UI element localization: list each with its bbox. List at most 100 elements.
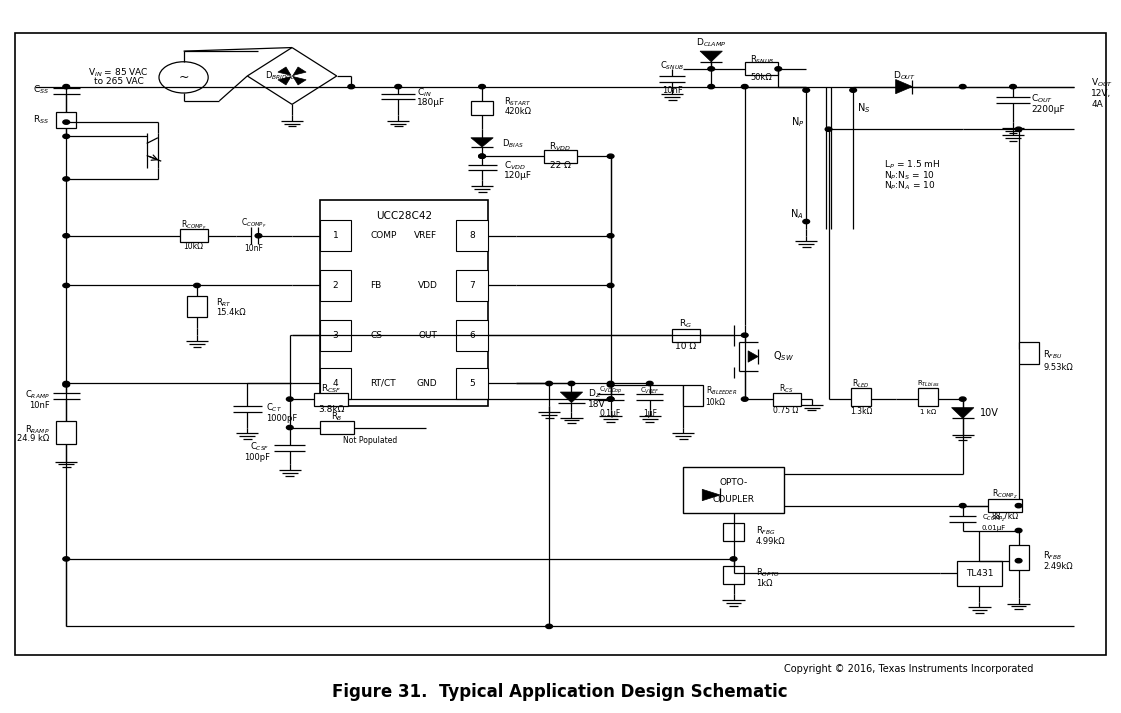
- Circle shape: [803, 88, 809, 92]
- Text: C$_{RAMP}$: C$_{RAMP}$: [25, 389, 49, 401]
- Text: 10 Ω: 10 Ω: [675, 342, 696, 351]
- Text: R$_{FBB}$: R$_{FBB}$: [1044, 549, 1063, 562]
- Text: 2: 2: [333, 281, 339, 290]
- Text: 180μF: 180μF: [417, 98, 445, 107]
- Circle shape: [256, 234, 262, 238]
- Text: VREF: VREF: [415, 231, 437, 240]
- Circle shape: [741, 84, 748, 88]
- Text: 0.01μF: 0.01μF: [982, 525, 1006, 531]
- Polygon shape: [293, 76, 306, 85]
- Text: D$_Z$: D$_Z$: [589, 388, 602, 401]
- Bar: [15, 34, 1105, 655]
- Text: 3.8kΩ: 3.8kΩ: [318, 405, 344, 414]
- Text: 22 Ω: 22 Ω: [550, 161, 571, 170]
- Circle shape: [960, 397, 966, 401]
- Text: 2.49kΩ: 2.49kΩ: [1044, 562, 1073, 570]
- Circle shape: [63, 134, 70, 138]
- Polygon shape: [700, 51, 722, 62]
- Circle shape: [1016, 528, 1022, 533]
- Text: 12V,: 12V,: [1091, 89, 1112, 98]
- Circle shape: [608, 397, 614, 401]
- Text: 88.7kΩ: 88.7kΩ: [992, 512, 1019, 520]
- Text: TL431: TL431: [965, 569, 993, 578]
- Text: OPTO-: OPTO-: [720, 478, 748, 487]
- Text: 15.4kΩ: 15.4kΩ: [216, 308, 245, 317]
- Circle shape: [479, 154, 485, 158]
- Bar: [56, 112, 76, 128]
- Text: R$_G$: R$_G$: [679, 317, 692, 330]
- Text: 10nF: 10nF: [661, 86, 683, 96]
- Polygon shape: [471, 138, 493, 147]
- Circle shape: [479, 154, 485, 158]
- Circle shape: [775, 67, 781, 71]
- Bar: [471, 101, 493, 115]
- Text: R$_{OPTO}$: R$_{OPTO}$: [756, 567, 780, 580]
- Bar: [187, 296, 207, 317]
- Text: 7: 7: [469, 281, 475, 290]
- Circle shape: [63, 84, 70, 88]
- Text: 10kΩ: 10kΩ: [184, 242, 204, 251]
- Text: 10kΩ: 10kΩ: [705, 398, 725, 407]
- Text: 6: 6: [469, 331, 475, 339]
- Text: 4A: 4A: [1091, 100, 1103, 109]
- Bar: [723, 523, 743, 541]
- Text: 10V: 10V: [980, 409, 999, 419]
- Circle shape: [730, 557, 736, 561]
- Text: C$_{VDDop}$: C$_{VDDop}$: [599, 385, 622, 396]
- Text: CS: CS: [370, 331, 382, 339]
- Circle shape: [194, 283, 201, 287]
- Text: L$_P$ = 1.5 mH: L$_P$ = 1.5 mH: [884, 158, 941, 171]
- Polygon shape: [702, 489, 720, 501]
- Text: 4: 4: [333, 379, 339, 388]
- Polygon shape: [278, 67, 291, 76]
- Circle shape: [63, 177, 70, 181]
- Circle shape: [479, 84, 485, 88]
- Circle shape: [546, 381, 553, 386]
- Bar: [319, 368, 351, 399]
- Text: V$_{OUT}$: V$_{OUT}$: [1091, 77, 1113, 89]
- Text: 1 kΩ: 1 kΩ: [920, 409, 936, 415]
- Circle shape: [287, 397, 293, 401]
- Circle shape: [63, 234, 70, 238]
- Text: Copyright © 2016, Texas Instruments Incorporated: Copyright © 2016, Texas Instruments Inco…: [784, 664, 1034, 674]
- Bar: [456, 368, 488, 399]
- Text: OUT: OUT: [418, 331, 437, 339]
- Circle shape: [803, 220, 809, 224]
- Text: N$_P$:N$_A$ = 10: N$_P$:N$_A$ = 10: [884, 180, 936, 193]
- Text: 24.9 kΩ: 24.9 kΩ: [17, 434, 49, 443]
- Text: V$_{IN}$ = 85 VAC: V$_{IN}$ = 85 VAC: [89, 66, 149, 78]
- Text: 10nF: 10nF: [29, 401, 49, 410]
- Bar: [319, 421, 353, 434]
- Circle shape: [825, 127, 832, 131]
- Bar: [456, 270, 488, 301]
- Polygon shape: [748, 351, 758, 362]
- Text: C$_{VDD}$: C$_{VDD}$: [504, 160, 527, 173]
- Text: 0.75 Ω: 0.75 Ω: [773, 406, 799, 415]
- Text: FB: FB: [370, 281, 381, 290]
- Text: R$_{RAMP}$: R$_{RAMP}$: [25, 423, 49, 436]
- Circle shape: [647, 381, 654, 386]
- Polygon shape: [560, 392, 583, 403]
- Text: C$_{VREF}$: C$_{VREF}$: [640, 386, 659, 396]
- Circle shape: [608, 383, 614, 387]
- Text: 10nF: 10nF: [244, 244, 263, 253]
- Text: ~: ~: [178, 71, 188, 84]
- Text: R$_{CS}$: R$_{CS}$: [779, 382, 794, 395]
- Circle shape: [960, 84, 966, 88]
- Circle shape: [568, 381, 575, 386]
- Circle shape: [546, 625, 553, 629]
- Text: N$_A$: N$_A$: [790, 207, 804, 221]
- Bar: [918, 388, 938, 406]
- Bar: [180, 230, 209, 242]
- Text: COUPLER: COUPLER: [713, 496, 754, 504]
- Text: 2200μF: 2200μF: [1031, 105, 1065, 114]
- Text: 8: 8: [469, 231, 475, 240]
- Text: Q$_{SW}$: Q$_{SW}$: [772, 349, 794, 364]
- Circle shape: [741, 333, 748, 337]
- Bar: [684, 466, 784, 513]
- Text: C$_{IN}$: C$_{IN}$: [417, 86, 432, 98]
- Bar: [851, 388, 871, 406]
- Text: R$_{FBG}$: R$_{FBG}$: [756, 524, 776, 537]
- Circle shape: [1016, 127, 1022, 131]
- Text: C$_{SS}$: C$_{SS}$: [34, 84, 49, 96]
